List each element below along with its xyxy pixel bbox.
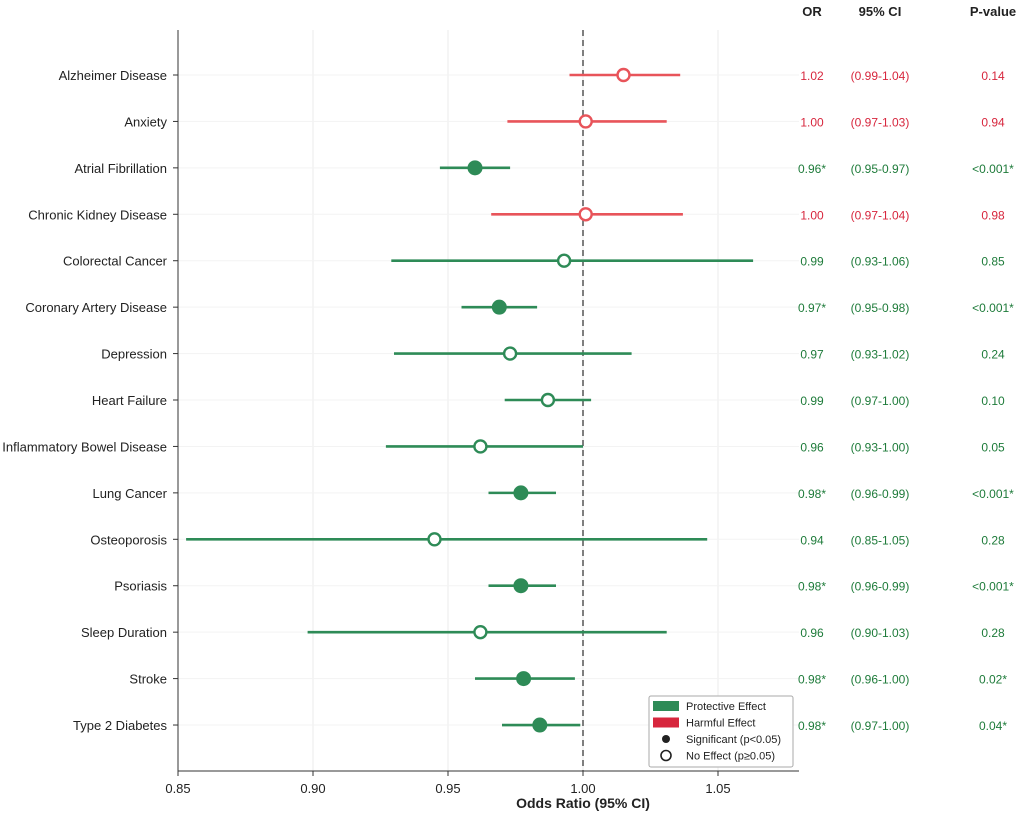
p-value: 0.85	[981, 255, 1005, 269]
y-tick-label: Colorectal Cancer	[63, 254, 168, 269]
ci-value: (0.95-0.98)	[851, 301, 910, 315]
or-value: 0.97	[800, 348, 824, 362]
ci-value: (0.97-1.04)	[851, 208, 910, 222]
y-tick-label: Sleep Duration	[81, 625, 167, 640]
ci-value: (0.95-0.97)	[851, 162, 910, 176]
y-tick-label: Inflammatory Bowel Disease	[2, 439, 167, 454]
ci-value: (0.93-1.00)	[851, 440, 910, 454]
p-value: 0.10	[981, 394, 1005, 408]
ci-value: (0.97-1.00)	[851, 719, 910, 733]
ci-value: (0.96-1.00)	[851, 673, 910, 687]
x-tick-label: 0.95	[435, 781, 460, 796]
x-tick-label: 1.00	[570, 781, 595, 796]
y-tick-label: Type 2 Diabetes	[73, 718, 167, 733]
x-tick-label: 0.85	[165, 781, 190, 796]
p-value: 0.28	[981, 626, 1005, 640]
header-ci: 95% CI	[859, 4, 902, 19]
y-tick-label: Lung Cancer	[93, 486, 168, 501]
point-estimate	[532, 717, 548, 733]
y-tick-label: Coronary Artery Disease	[25, 300, 167, 315]
or-value: 0.98*	[798, 487, 826, 501]
ci-value: (0.90-1.03)	[851, 626, 910, 640]
legend-marker-filled	[662, 735, 670, 743]
ci-value: (0.96-0.99)	[851, 580, 910, 594]
or-value: 0.99	[800, 255, 824, 269]
or-value: 1.02	[800, 69, 824, 83]
or-value: 0.96*	[798, 162, 826, 176]
p-value: <0.001*	[972, 301, 1014, 315]
y-tick-label: Chronic Kidney Disease	[28, 207, 167, 222]
p-value: 0.14	[981, 69, 1005, 83]
ci-value: (0.97-1.00)	[851, 394, 910, 408]
or-value: 1.00	[800, 208, 824, 222]
point-estimate	[502, 346, 518, 361]
point-estimate	[491, 299, 507, 315]
legend-label: Protective Effect	[686, 701, 766, 713]
header-or: OR	[802, 4, 822, 19]
p-value: <0.001*	[972, 487, 1014, 501]
or-value: 0.98*	[798, 719, 826, 733]
p-value: <0.001*	[972, 580, 1014, 594]
ci-value: (0.93-1.06)	[851, 255, 910, 269]
ci-value: (0.99-1.04)	[851, 69, 910, 83]
y-tick-label: Osteoporosis	[90, 532, 167, 547]
point-estimate	[473, 624, 488, 640]
p-value: 0.28	[981, 533, 1005, 547]
legend-label: No Effect (p≥0.05)	[686, 751, 775, 763]
y-tick-label: Depression	[101, 347, 167, 362]
point-estimate	[427, 532, 442, 547]
y-tick-label: Psoriasis	[114, 579, 167, 594]
y-tick-label: Heart Failure	[92, 393, 167, 408]
legend-marker-open	[660, 749, 672, 762]
point-estimate	[513, 578, 529, 594]
header-p: P-value	[970, 4, 1016, 19]
point-estimate	[556, 253, 572, 268]
y-tick-label: Anxiety	[124, 114, 167, 129]
legend-label: Harmful Effect	[686, 718, 756, 730]
x-tick-label: 0.90	[300, 781, 325, 796]
or-value: 0.96	[800, 626, 824, 640]
or-value: 0.97*	[798, 301, 826, 315]
or-value: 0.98*	[798, 673, 826, 687]
point-estimate	[516, 671, 532, 687]
x-tick-label: 1.05	[705, 781, 730, 796]
p-value: 0.05	[981, 440, 1005, 454]
or-value: 0.94	[800, 533, 824, 547]
legend-box	[648, 695, 794, 768]
or-value: 1.00	[800, 115, 824, 129]
p-value: 0.02*	[979, 673, 1007, 687]
ci-value: (0.93-1.02)	[851, 348, 910, 362]
p-value: 0.04*	[979, 719, 1007, 733]
or-value: 0.99	[800, 394, 824, 408]
x-axis-label: Odds Ratio (95% CI)	[516, 795, 650, 811]
legend-patch-protective	[653, 701, 679, 711]
legend-patch-harmful	[653, 717, 679, 728]
p-value: 0.24	[981, 348, 1005, 362]
or-value: 0.96	[800, 440, 824, 454]
point-estimate	[473, 439, 488, 454]
p-value: 0.94	[981, 115, 1005, 129]
point-estimate	[540, 392, 556, 408]
point-estimate	[467, 160, 483, 176]
or-value: 0.98*	[798, 580, 826, 594]
legend-label: Significant (p<0.05)	[686, 734, 781, 746]
y-tick-label: Alzheimer Disease	[59, 68, 167, 83]
p-value: <0.001*	[972, 162, 1014, 176]
y-tick-label: Stroke	[129, 672, 167, 687]
point-estimate	[578, 207, 593, 222]
point-estimate	[513, 485, 529, 501]
point-estimate	[578, 114, 593, 129]
point-estimate	[616, 67, 631, 83]
y-tick-label: Atrial Fibrillation	[75, 161, 167, 176]
ci-value: (0.97-1.03)	[851, 115, 910, 129]
ci-value: (0.85-1.05)	[851, 533, 910, 547]
p-value: 0.98	[981, 208, 1005, 222]
ci-value: (0.96-0.99)	[851, 487, 910, 501]
